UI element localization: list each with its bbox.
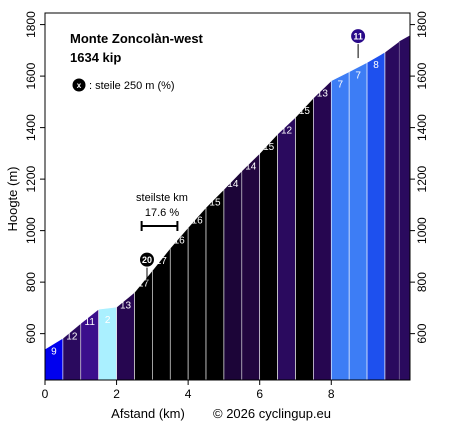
profile-segment — [277, 116, 296, 381]
profile-segment — [223, 170, 243, 381]
axes-layer: 0 2 4 6 8 600 600 800 800 1000 1000 1200 1200 1400 140… — [24, 11, 429, 401]
segment-labels-layer: 9 12 11 2 13 17 17 16 16 15 14 14 15 12 15 13 7 7 8 — [51, 60, 379, 357]
segment-gradient-label: 14 — [227, 179, 239, 190]
segment-gradient-label: 8 — [373, 60, 379, 71]
segments-layer — [44, 35, 410, 381]
legend-symbol-text: x — [77, 81, 82, 90]
y-tick-label-right: 600 — [415, 323, 429, 343]
chart-title: Monte Zoncolàn-west — [70, 31, 204, 46]
profile-segment — [366, 51, 386, 381]
profile-segment — [187, 206, 207, 381]
profile-segment — [169, 226, 189, 381]
profile-segment — [348, 61, 368, 381]
segment-gradient-label: 17 — [138, 279, 150, 290]
steep-marker — [350, 28, 367, 45]
y-tick-label-right: 1000 — [415, 217, 429, 244]
copyright-text: © 2026 cyclingup.eu — [213, 406, 331, 421]
segment-gradient-label: 9 — [51, 346, 57, 357]
segment-gradient-label: 15 — [299, 106, 311, 117]
y-tick-label-left: 1200 — [24, 165, 38, 192]
y-tick-label-left: 1000 — [24, 217, 38, 244]
profile-segment — [44, 337, 64, 381]
profile-segment — [205, 188, 225, 381]
x-tick-label: 6 — [256, 387, 263, 401]
segment-gradient-label: 12 — [66, 331, 78, 342]
segment-gradient-label: 13 — [317, 89, 329, 100]
segment-gradient-label: 12 — [281, 125, 293, 136]
segment-gradient-label: 16 — [174, 236, 186, 247]
steep-marker — [138, 251, 155, 268]
steep-marker-label: 20 — [142, 255, 152, 265]
x-tick-label: 4 — [185, 387, 192, 401]
profile-segment — [399, 35, 410, 380]
segment-gradient-label: 7 — [355, 70, 361, 81]
x-axis-label: Afstand (km) — [111, 406, 185, 421]
x-tick-label: 8 — [328, 387, 335, 401]
profile-segment — [330, 71, 350, 381]
profile-segment — [295, 97, 314, 381]
x-tick-label: 2 — [113, 387, 120, 401]
steepest-value: 17.6 % — [145, 207, 179, 219]
plot-frame — [44, 12, 411, 381]
y-tick-label-left: 1400 — [24, 114, 38, 141]
segment-gradient-label: 14 — [245, 161, 257, 172]
segment-gradient-label: 17 — [156, 256, 168, 267]
legend-text: : steile 250 m (%) — [89, 80, 175, 92]
profile-segment — [259, 133, 278, 381]
y-tick-label-left: 800 — [24, 272, 38, 292]
segment-gradient-label: 13 — [120, 300, 132, 311]
segment-gradient-label: 11 — [85, 317, 96, 328]
y-tick-label-left: 1600 — [24, 62, 38, 89]
profile-segment — [384, 40, 400, 381]
y-tick-label-right: 1400 — [415, 114, 429, 141]
segment-gradient-label: 7 — [337, 80, 343, 91]
y-tick-label-right: 800 — [415, 272, 429, 292]
x-tick-label: 0 — [42, 387, 49, 401]
legend-symbol — [72, 78, 86, 92]
steepest-label: steilste km — [136, 192, 188, 204]
segment-gradient-label: 2 — [105, 315, 111, 326]
profile-segment — [313, 80, 332, 381]
y-tick-label-left: 1800 — [24, 11, 38, 38]
chart-subtitle: 1634 kip — [70, 50, 121, 65]
y-tick-label-right: 1600 — [415, 62, 429, 89]
steep-marker-label: 11 — [353, 32, 363, 42]
segment-gradient-label: 15 — [209, 197, 221, 208]
y-axis-label: Hoogte (m) — [5, 166, 20, 231]
y-tick-label-right: 1800 — [415, 11, 429, 38]
profile-segment — [152, 247, 171, 381]
profile-segment — [241, 152, 261, 381]
segment-gradient-label: 16 — [192, 215, 204, 226]
y-tick-label-right: 1200 — [415, 165, 429, 192]
y-tick-label-left: 600 — [24, 323, 38, 343]
segment-gradient-label: 15 — [263, 142, 275, 153]
